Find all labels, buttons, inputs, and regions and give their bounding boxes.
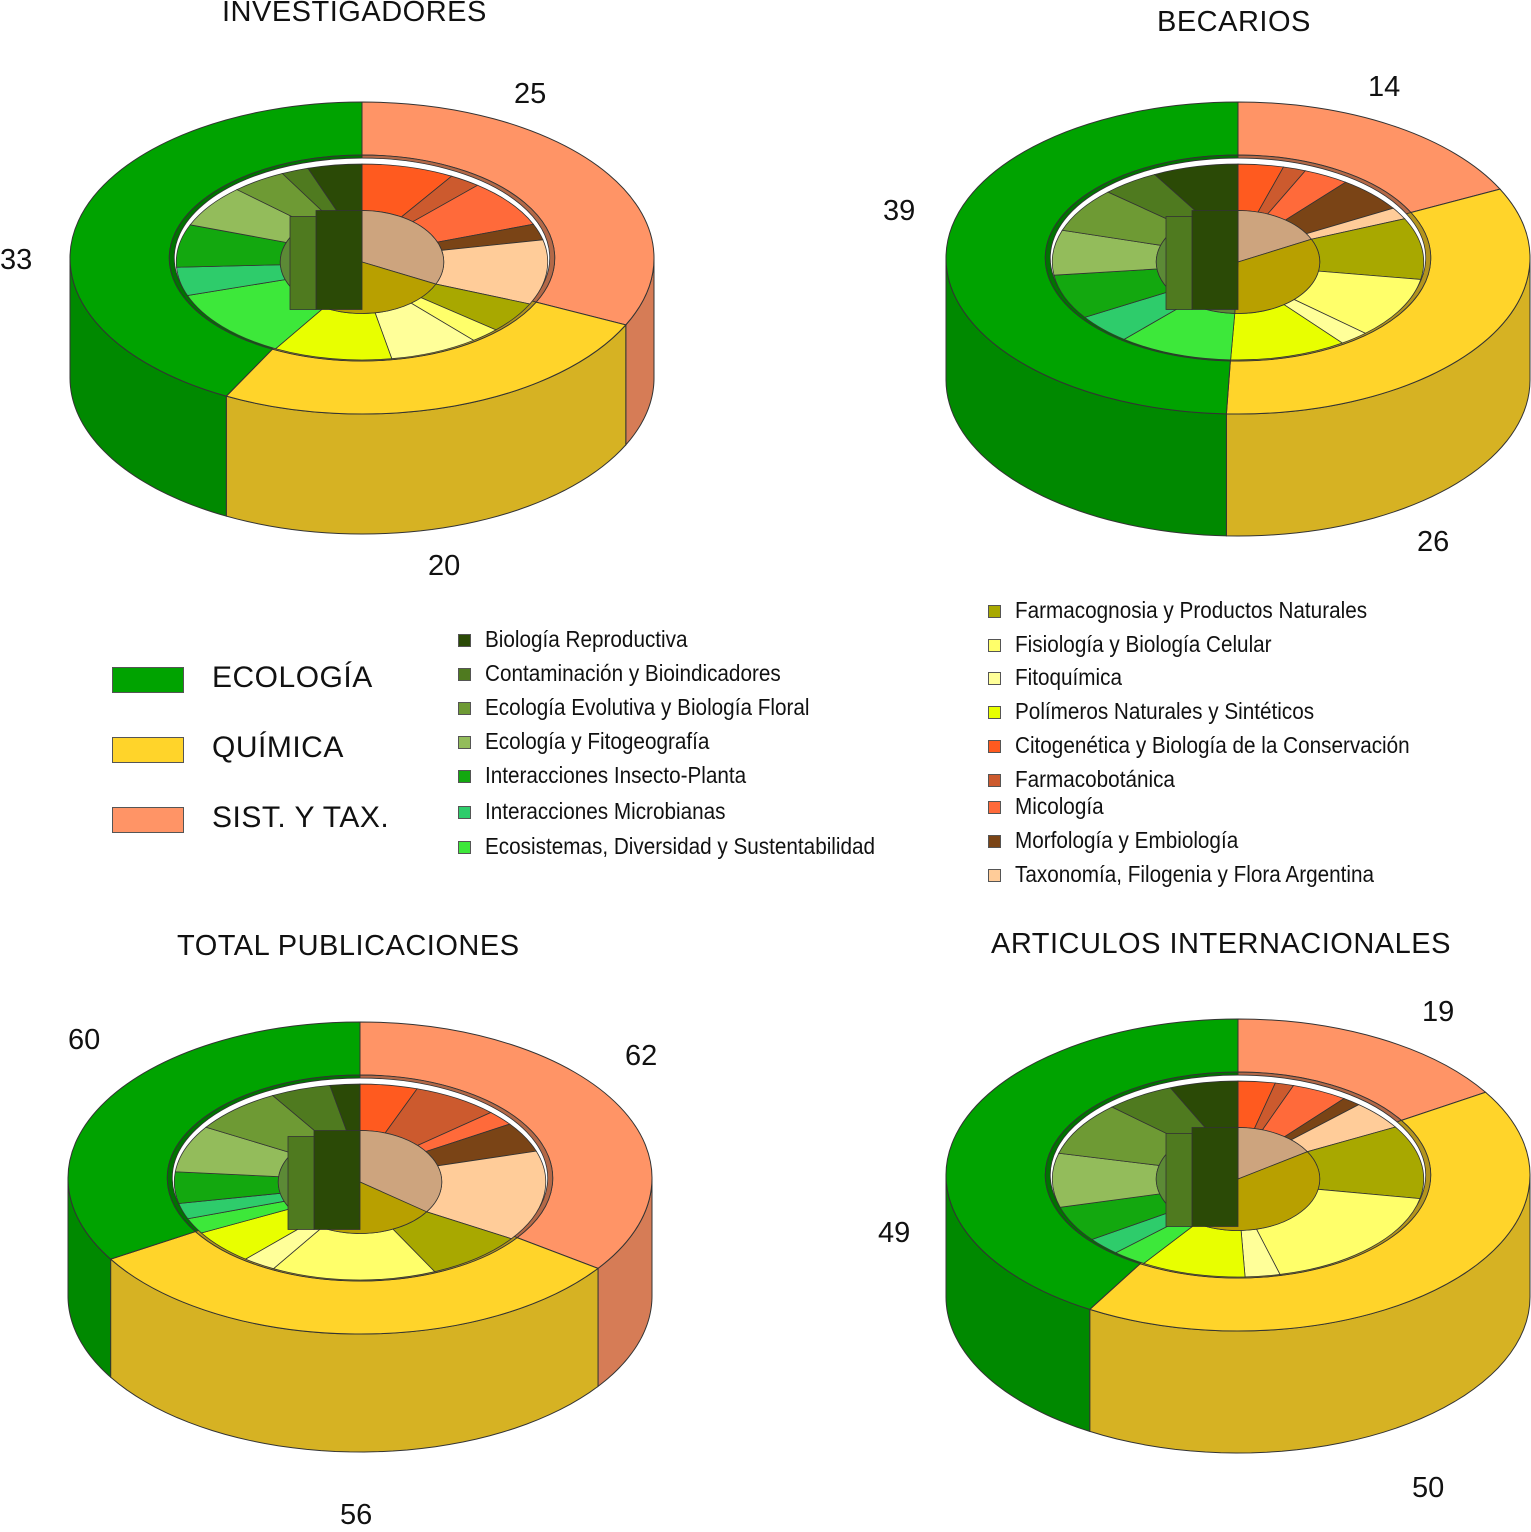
- center-wall-contaminacion: [1165, 1133, 1193, 1227]
- inner-rim-ecologia: [166, 1074, 361, 1233]
- sub-legend-label: Contaminación y Bioindicadores: [485, 660, 781, 686]
- legend-swatch-sist-tax: [112, 807, 184, 833]
- donut-group: [69, 101, 655, 535]
- sub-legend-swatch: [458, 770, 471, 783]
- center-wall-ecologia: [1191, 1127, 1239, 1227]
- center-wall-contaminacion: [1165, 216, 1193, 310]
- chart-title-total-publicaciones: TOTAL PUBLICACIONES: [177, 930, 520, 962]
- value-label-sist-tax: 19: [1422, 996, 1455, 1028]
- center-hub-sist-tax: [361, 210, 445, 285]
- sub-legend-swatch: [988, 774, 1001, 787]
- value-label-ecologia: 60: [68, 1024, 101, 1056]
- sub-legend-swatch: [458, 702, 471, 715]
- sub-legend-label: Farmacognosia y Productos Naturales: [1015, 597, 1368, 623]
- sub-legend-swatch: [988, 605, 1001, 618]
- sub-legend-swatch: [988, 672, 1001, 685]
- value-label-quimica: 20: [428, 550, 461, 582]
- center-wall-contaminacion: [289, 216, 317, 310]
- donut-group: [945, 101, 1531, 537]
- value-label-sist-tax: 14: [1368, 71, 1401, 103]
- sub-legend-label: Biología Reproductiva: [485, 626, 688, 652]
- sub-legend-label: Ecología y Fitogeografía: [485, 728, 710, 754]
- sub-legend-swatch: [458, 841, 471, 854]
- center-wall-ecologia: [313, 1130, 361, 1230]
- legend-label-quimica: QUÍMICA: [212, 731, 344, 764]
- center-hub-sist-tax: [1237, 210, 1313, 263]
- sub-legend-label: Farmacobotánica: [1015, 766, 1175, 792]
- sub-legend-swatch: [458, 806, 471, 819]
- inner-rim-ecologia: [1044, 1071, 1239, 1265]
- donut-group: [67, 1021, 653, 1453]
- value-label-sist-tax: 25: [514, 78, 547, 110]
- sub-legend-label: Interacciones Insecto-Planta: [485, 762, 747, 788]
- center-hub-sist-tax: [1237, 1127, 1309, 1180]
- value-label-quimica: 26: [1417, 526, 1450, 558]
- value-label-ecologia: 33: [0, 244, 33, 276]
- legend-label-ecologia: ECOLOGÍA: [212, 661, 373, 694]
- sub-legend-label: Polímeros Naturales y Sintéticos: [1015, 698, 1315, 724]
- donut-group: [945, 1018, 1531, 1454]
- value-label-quimica: 50: [1412, 1472, 1445, 1504]
- center-wall-ecologia: [1191, 210, 1239, 310]
- sub-legend-label: Taxonomía, Filogenia y Flora Argentina: [1015, 861, 1375, 887]
- sub-legend-swatch: [988, 869, 1001, 882]
- sub-legend-swatch: [988, 706, 1001, 719]
- sub-legend-label: Morfología y Embiología: [1015, 827, 1239, 853]
- sub-legend-label: Ecosistemas, Diversidad y Sustentabilida…: [485, 833, 876, 859]
- sub-legend-swatch: [988, 740, 1001, 753]
- legend-swatch-ecologia: [112, 667, 184, 693]
- sub-legend-swatch: [458, 634, 471, 647]
- legend-swatch-quimica: [112, 737, 184, 763]
- sub-legend-label: Citogenética y Biología de la Conservaci…: [1015, 732, 1410, 758]
- chart-title-articulos-internacionales: ARTICULOS INTERNACIONALES: [991, 928, 1451, 960]
- sub-legend-label: Micología: [1015, 793, 1104, 819]
- sub-legend-swatch: [988, 835, 1001, 848]
- sub-legend-label: Interacciones Microbianas: [485, 798, 726, 824]
- sub-legend-label: Ecología Evolutiva y Biología Floral: [485, 694, 810, 720]
- value-label-ecologia: 49: [878, 1217, 911, 1249]
- legend-label-sist-tax: SIST. Y TAX.: [212, 801, 390, 834]
- sub-legend-label: Fisiología y Biología Celular: [1015, 631, 1272, 657]
- chart-title-investigadores: INVESTIGADORES: [222, 0, 487, 28]
- center-hub-quimica: [1234, 238, 1321, 314]
- center-hub-sist-tax: [359, 1130, 443, 1213]
- sub-legend-swatch: [988, 639, 1001, 652]
- sub-legend-swatch: [458, 736, 471, 749]
- sub-legend-swatch: [458, 668, 471, 681]
- value-label-sist-tax: 62: [625, 1040, 658, 1072]
- chart-title-becarios: BECARIOS: [1157, 6, 1311, 38]
- value-label-quimica: 56: [340, 1499, 373, 1531]
- value-label-ecologia: 39: [883, 195, 916, 227]
- sub-legend-swatch: [988, 801, 1001, 814]
- sub-legend-label: Fitoquímica: [1015, 664, 1122, 690]
- center-wall-contaminacion: [287, 1136, 315, 1230]
